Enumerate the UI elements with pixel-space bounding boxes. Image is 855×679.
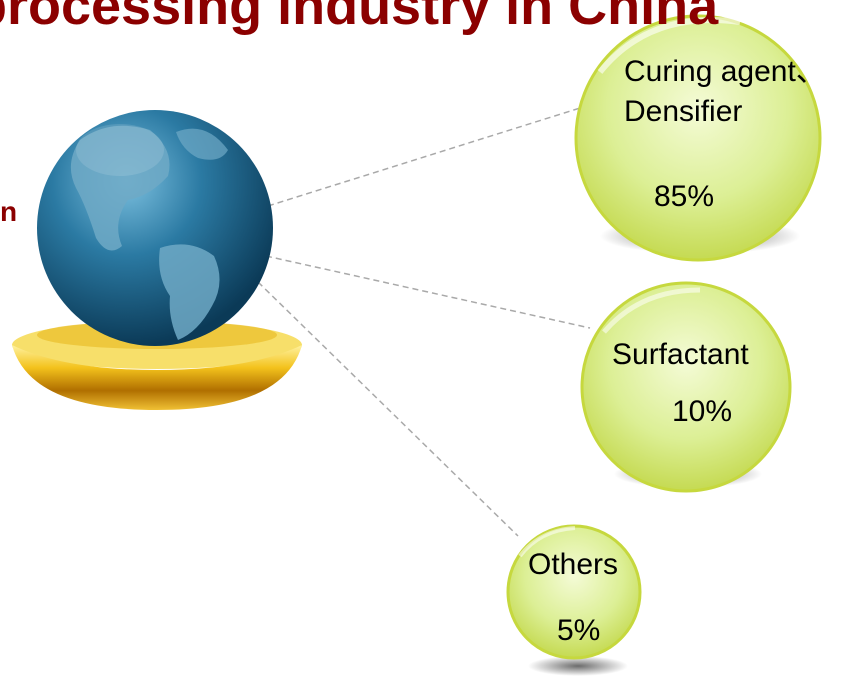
bubble-curing-agent <box>574 14 822 262</box>
bubble-percent-surfactant: 10% <box>672 395 733 428</box>
connector-to-surfactant <box>265 255 591 329</box>
slide-title-text: processing industry in China <box>0 0 719 36</box>
bubble-others <box>506 524 642 676</box>
bubble-label-others: Others <box>528 548 619 581</box>
connector-to-curing-agent <box>267 107 581 207</box>
globe-icon <box>37 110 273 346</box>
bubble-label-line2: Densifier <box>624 95 743 128</box>
connector-to-others <box>257 281 519 537</box>
bubble-label-line1: Curing agent、 <box>624 55 826 88</box>
bubble-label-surfactant: Surfactant <box>612 338 749 371</box>
connector-lines <box>257 107 591 537</box>
bubble-percent-others: 5% <box>557 614 601 647</box>
bubble-label-curing-agent: Curing agent、 Densifier <box>624 52 826 132</box>
bubble-percent-curing-agent: 85% <box>654 180 715 213</box>
bubble-surfactant <box>580 281 792 493</box>
side-text-fragment: n <box>0 196 18 227</box>
